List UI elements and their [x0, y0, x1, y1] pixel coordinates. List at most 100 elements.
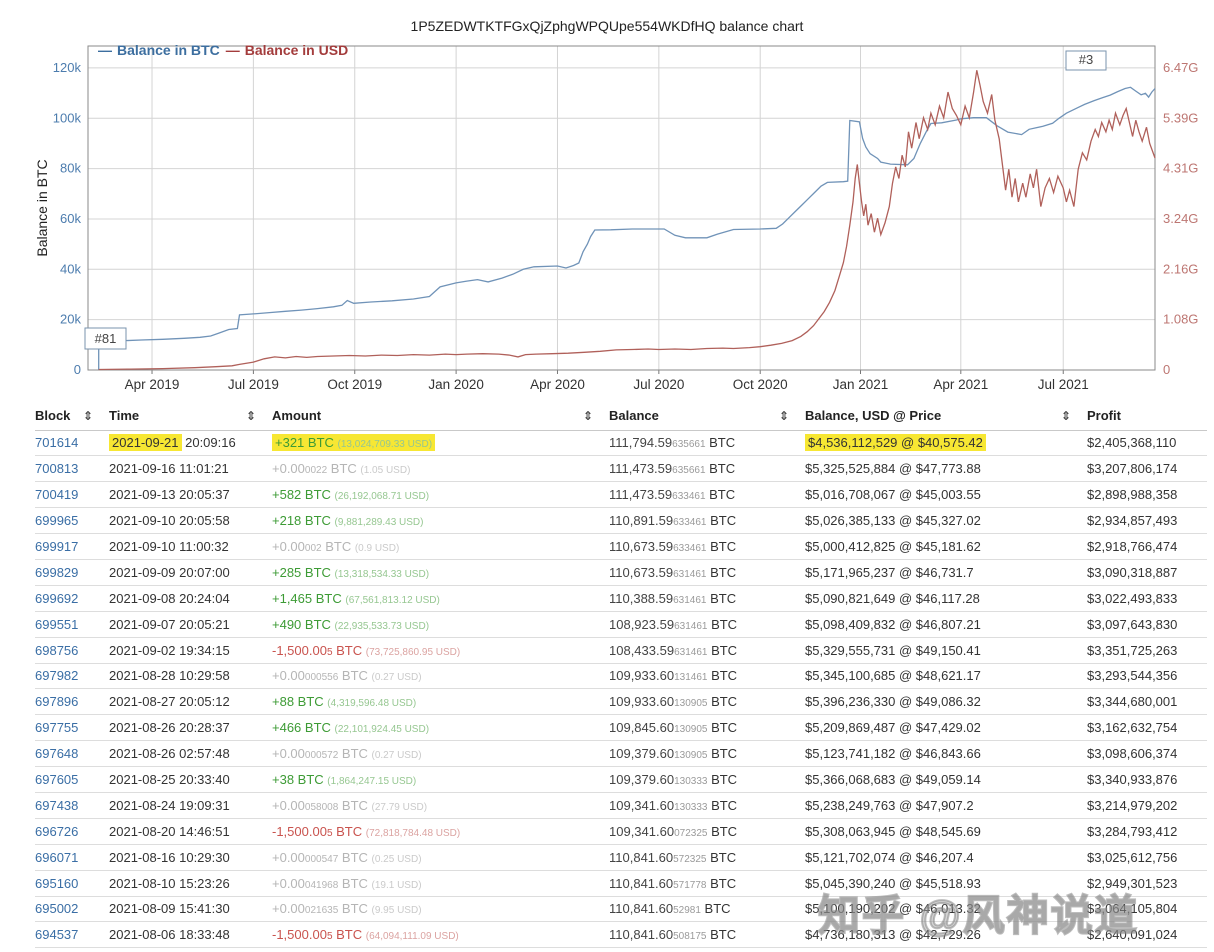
column-header-block[interactable]: Block ⇕ [35, 402, 109, 431]
block-cell: 697438 [35, 792, 109, 819]
y-left-tick-label: 40k [60, 261, 81, 276]
block-cell: 697982 [35, 663, 109, 690]
time-cell: 2021-09-07 20:05:21 [109, 611, 272, 638]
tx-amount-usd: (0.25 USD) [371, 853, 422, 865]
sort-icon[interactable]: ⇕ [82, 408, 93, 423]
column-header-balance-usd-price[interactable]: Balance, USD @ Price ⇕ [805, 402, 1087, 431]
time-cell: 2021-09-21 20:09:16 [109, 430, 272, 457]
block-link[interactable]: 699917 [35, 539, 79, 554]
balance-usd-at-price: $5,325,525,884 @ $47,773.88 [805, 461, 981, 477]
tx-date: 2021-09-02 [109, 642, 176, 658]
block-link[interactable]: 699692 [35, 590, 79, 606]
column-header-time[interactable]: Time ⇕ [109, 402, 272, 431]
profit-cell: $3,098,606,374 [1087, 740, 1207, 768]
block-link[interactable]: 697648 [35, 746, 79, 762]
balance-value: 108,433.59 [609, 642, 675, 658]
x-tick-label: Jul 2019 [228, 377, 279, 392]
y-right-tick-label: 5.39G [1163, 110, 1198, 125]
balance-value-small-digits: 633461 [673, 517, 707, 529]
amount-cell: -1,500.005 BTC (64,094,111.09 USD) [272, 921, 609, 949]
tx-date: 2021-09-10 [109, 539, 176, 554]
balance-usd-at-price: $5,366,068,683 @ $49,059.14 [805, 772, 981, 788]
block-link[interactable]: 697755 [35, 720, 79, 736]
block-link[interactable]: 700813 [35, 461, 79, 477]
usd-price-cell: $5,396,236,330 @ $49,086.32 [805, 688, 1087, 716]
sort-icon[interactable]: ⇕ [245, 408, 256, 423]
profit-cell: $3,351,725,263 [1087, 637, 1207, 664]
balance-value: 109,933.60 [609, 668, 675, 684]
usd-price-cell: $5,366,068,683 @ $49,059.14 [805, 766, 1087, 793]
balance-value: 110,841.60 [609, 849, 674, 865]
table-row: 694537 2021-08-06 18:33:48 -1,500.005 BTC … [35, 921, 1207, 949]
tx-amount: +582 BTC (26,192,068.71 USD) [272, 487, 430, 503]
block-link[interactable]: 699551 [35, 616, 79, 632]
balance-value: 110,891.59 [609, 513, 674, 529]
table-header-row: Block ⇕ Time ⇕ Amount ⇕ Balance ⇕ Balance, USD @… [35, 402, 1207, 431]
block-link[interactable]: 695002 [35, 901, 79, 917]
block-link[interactable]: 694537 [35, 927, 79, 943]
block-cell: 700419 [35, 481, 109, 509]
legend-item-usd[interactable]: — Balance in USD [226, 42, 348, 58]
block-link[interactable]: 696726 [35, 823, 79, 839]
balance-value: 110,673.59 [609, 539, 674, 554]
balance-usd-at-price: $5,026,385,133 @ $45,327.02 [805, 513, 981, 529]
block-link[interactable]: 697982 [35, 668, 79, 684]
balance-cell: 109,341.60072325 BTC [609, 818, 805, 845]
profit-cell: $3,340,933,876 [1087, 766, 1207, 793]
x-tick-label: Oct 2020 [733, 377, 788, 392]
tx-amount-usd: (72,818,784.48 USD) [365, 827, 461, 839]
block-link[interactable]: 699829 [35, 564, 79, 580]
balance-value-small-digits: 631461 [673, 568, 707, 580]
profit-value: $3,022,493,833 [1087, 590, 1178, 606]
balance-usd-at-price: $5,308,063,945 @ $48,545.69 [805, 823, 981, 839]
usd-balance-line [98, 70, 1156, 371]
column-header-balance[interactable]: Balance ⇕ [609, 402, 805, 431]
sort-icon[interactable]: ⇕ [1060, 408, 1071, 423]
tx-amount: +38 BTC (1,864,247.15 USD) [272, 772, 417, 788]
btc-balance-line [98, 86, 1156, 370]
block-link[interactable]: 697438 [35, 797, 79, 813]
usd-price-cell: $5,329,555,731 @ $49,150.41 [805, 637, 1087, 664]
profit-value: $3,207,806,174 [1087, 461, 1178, 477]
usd-price-cell: $5,016,708,067 @ $45,003.55 [805, 481, 1087, 509]
amount-cell: -1,500.005 BTC (73,725,860.95 USD) [272, 637, 609, 664]
legend-item-btc[interactable]: — Balance in BTC [98, 42, 220, 58]
block-link[interactable]: 697605 [35, 772, 79, 788]
tx-amount: +0.00021635 BTC (9.95 USD) [272, 901, 422, 917]
time-cell: 2021-09-10 11:00:32 [109, 533, 272, 560]
sort-icon[interactable]: ⇕ [778, 408, 789, 423]
column-header-profit[interactable]: Profit [1087, 402, 1207, 431]
balance-usd-at-price: $5,098,409,832 @ $46,807.21 [805, 616, 981, 632]
block-link[interactable]: 697896 [35, 694, 79, 710]
block-link[interactable]: 695160 [35, 875, 79, 891]
balance-usd-at-price: $5,396,236,330 @ $49,086.32 [805, 694, 981, 710]
table-row: 696071 2021-08-16 10:29:30 +0.00000547 BTC… [35, 844, 1207, 871]
amount-cell: +218 BTC (9,881,289.43 USD) [272, 507, 609, 535]
usd-price-cell: $5,000,412,825 @ $45,181.62 [805, 533, 1087, 560]
block-link[interactable]: 699965 [35, 513, 79, 529]
column-header-amount[interactable]: Amount ⇕ [272, 402, 609, 431]
balance-usd-at-price: $5,045,390,240 @ $45,518.93 [805, 875, 981, 891]
tx-amount: +490 BTC (22,935,533.73 USD) [272, 616, 430, 632]
block-link[interactable]: 698756 [35, 642, 79, 658]
table-row: 700813 2021-09-16 11:01:21 +0.000022 BTC (… [35, 455, 1207, 483]
balance-value-small-digits: 635661 [672, 465, 706, 477]
block-link[interactable]: 700419 [35, 487, 79, 503]
tx-amount-usd: (22,101,924.45 USD) [334, 724, 430, 736]
block-cell: 697605 [35, 766, 109, 793]
time-cell: 2021-08-27 20:05:12 [109, 688, 272, 716]
tx-date: 2021-09-08 [109, 590, 176, 606]
block-link[interactable]: 696071 [35, 849, 79, 865]
tx-amount: +0.00000556 BTC (0.27 USD) [272, 668, 422, 684]
tx-date: 2021-08-10 [109, 875, 176, 891]
annotation-box [84, 327, 127, 350]
balance-cell: 109,379.60130905 BTC [609, 740, 805, 768]
tx-amount: +0.000022 BTC (1.05 USD) [272, 461, 411, 477]
column-header-label: Block [35, 408, 71, 424]
tx-date: 2021-08-09 [109, 901, 176, 917]
profit-cell: $2,898,988,358 [1087, 481, 1207, 509]
balance-cell: 109,845.60130905 BTC [609, 714, 805, 742]
sort-icon[interactable]: ⇕ [582, 408, 593, 423]
tx-amount-usd: (26,192,068.71 USD) [334, 491, 430, 503]
block-link[interactable]: 701614 [35, 435, 79, 451]
